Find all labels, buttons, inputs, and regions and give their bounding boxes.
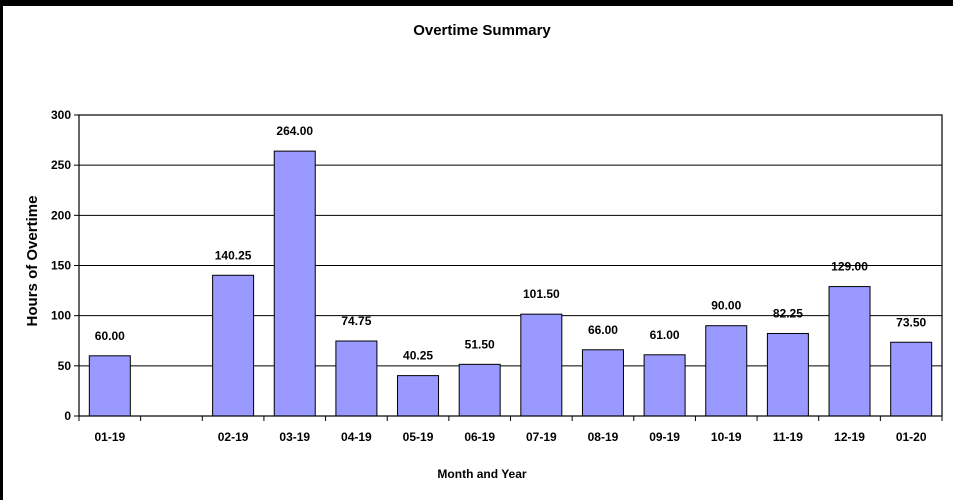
data-label-02-19: 140.25 [215,248,252,262]
bar-01-20 [890,341,933,417]
x-tick-label-02-19: 02-19 [218,430,249,444]
y-tick-label: 300 [51,108,71,122]
bar-06-19 [458,363,501,417]
bar-05-19 [397,375,440,417]
x-axis-title: Month and Year [437,467,526,481]
data-label-01-20: 73.50 [896,315,926,329]
data-label-04-19: 74.75 [341,314,371,328]
y-tick-label: 150 [51,259,71,273]
x-tick-label-03-19: 03-19 [279,430,310,444]
data-label-08-19: 66.00 [588,323,618,337]
x-tick-label-08-19: 08-19 [588,430,619,444]
chart-title: Overtime Summary [413,22,551,39]
x-tick-label-04-19: 04-19 [341,430,372,444]
y-tick-label: 100 [51,309,71,323]
bar-10-19 [705,325,748,417]
x-tick-label-10-19: 10-19 [711,430,742,444]
data-label-01-19: 60.00 [95,329,125,343]
x-tick-label-12-19: 12-19 [834,430,865,444]
bar-07-19 [520,313,563,417]
data-label-11-19: 82.25 [773,306,803,320]
bar-chart: Overtime Summary Hours of Overtime Month… [24,22,943,481]
plot-area: 0 50 100 150 200 250 300 60.00 01-19 140.25 02-19 2… [51,108,943,444]
chart-frame: Overtime Summary Hours of Overtime Month… [3,6,953,500]
y-axis-title: Hours of Overtime [24,196,41,327]
bar-01-19 [88,355,131,417]
x-tick-label-07-19: 07-19 [526,430,557,444]
x-tick-label-09-19: 09-19 [649,430,680,444]
bar-09-19 [643,354,686,417]
bar-03-19 [273,150,316,417]
y-tick-label: 250 [51,158,71,172]
y-tick-label: 200 [51,208,71,222]
x-tick-label-01-19: 01-19 [94,430,125,444]
data-label-10-19: 90.00 [711,299,741,313]
bar-08-19 [581,349,624,417]
x-tick-label-05-19: 05-19 [403,430,434,444]
plot-frame [78,114,943,417]
data-label-12-19: 129.00 [831,260,868,274]
bar-02-19 [212,274,255,417]
x-tick-label-11-19: 11-19 [773,430,803,444]
y-tick-label: 50 [58,359,72,373]
y-tick-label: 0 [64,409,71,423]
data-label-07-19: 101.50 [523,287,560,301]
bar-12-19 [828,286,871,417]
data-label-06-19: 51.50 [465,337,495,351]
x-tick-label-06-19: 06-19 [464,430,495,444]
bar-11-19 [766,332,809,417]
x-tick-label-01-20: 01-20 [896,430,927,444]
data-label-09-19: 61.00 [650,328,680,342]
data-label-03-19: 264.00 [276,124,313,138]
data-label-05-19: 40.25 [403,349,433,363]
bar-04-19 [335,340,378,417]
